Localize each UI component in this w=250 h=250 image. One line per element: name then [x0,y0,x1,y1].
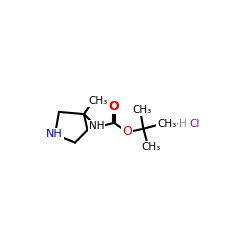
Text: H: H [179,118,187,128]
Text: CH₃: CH₃ [88,96,108,106]
Text: Cl: Cl [189,118,200,128]
Text: CH₃: CH₃ [157,118,176,128]
Text: O: O [109,100,120,113]
Text: O: O [122,125,132,138]
Text: NH: NH [46,129,63,139]
Text: NH: NH [89,121,104,131]
Text: CH₃: CH₃ [132,105,151,115]
Text: CH₃: CH₃ [142,142,161,152]
